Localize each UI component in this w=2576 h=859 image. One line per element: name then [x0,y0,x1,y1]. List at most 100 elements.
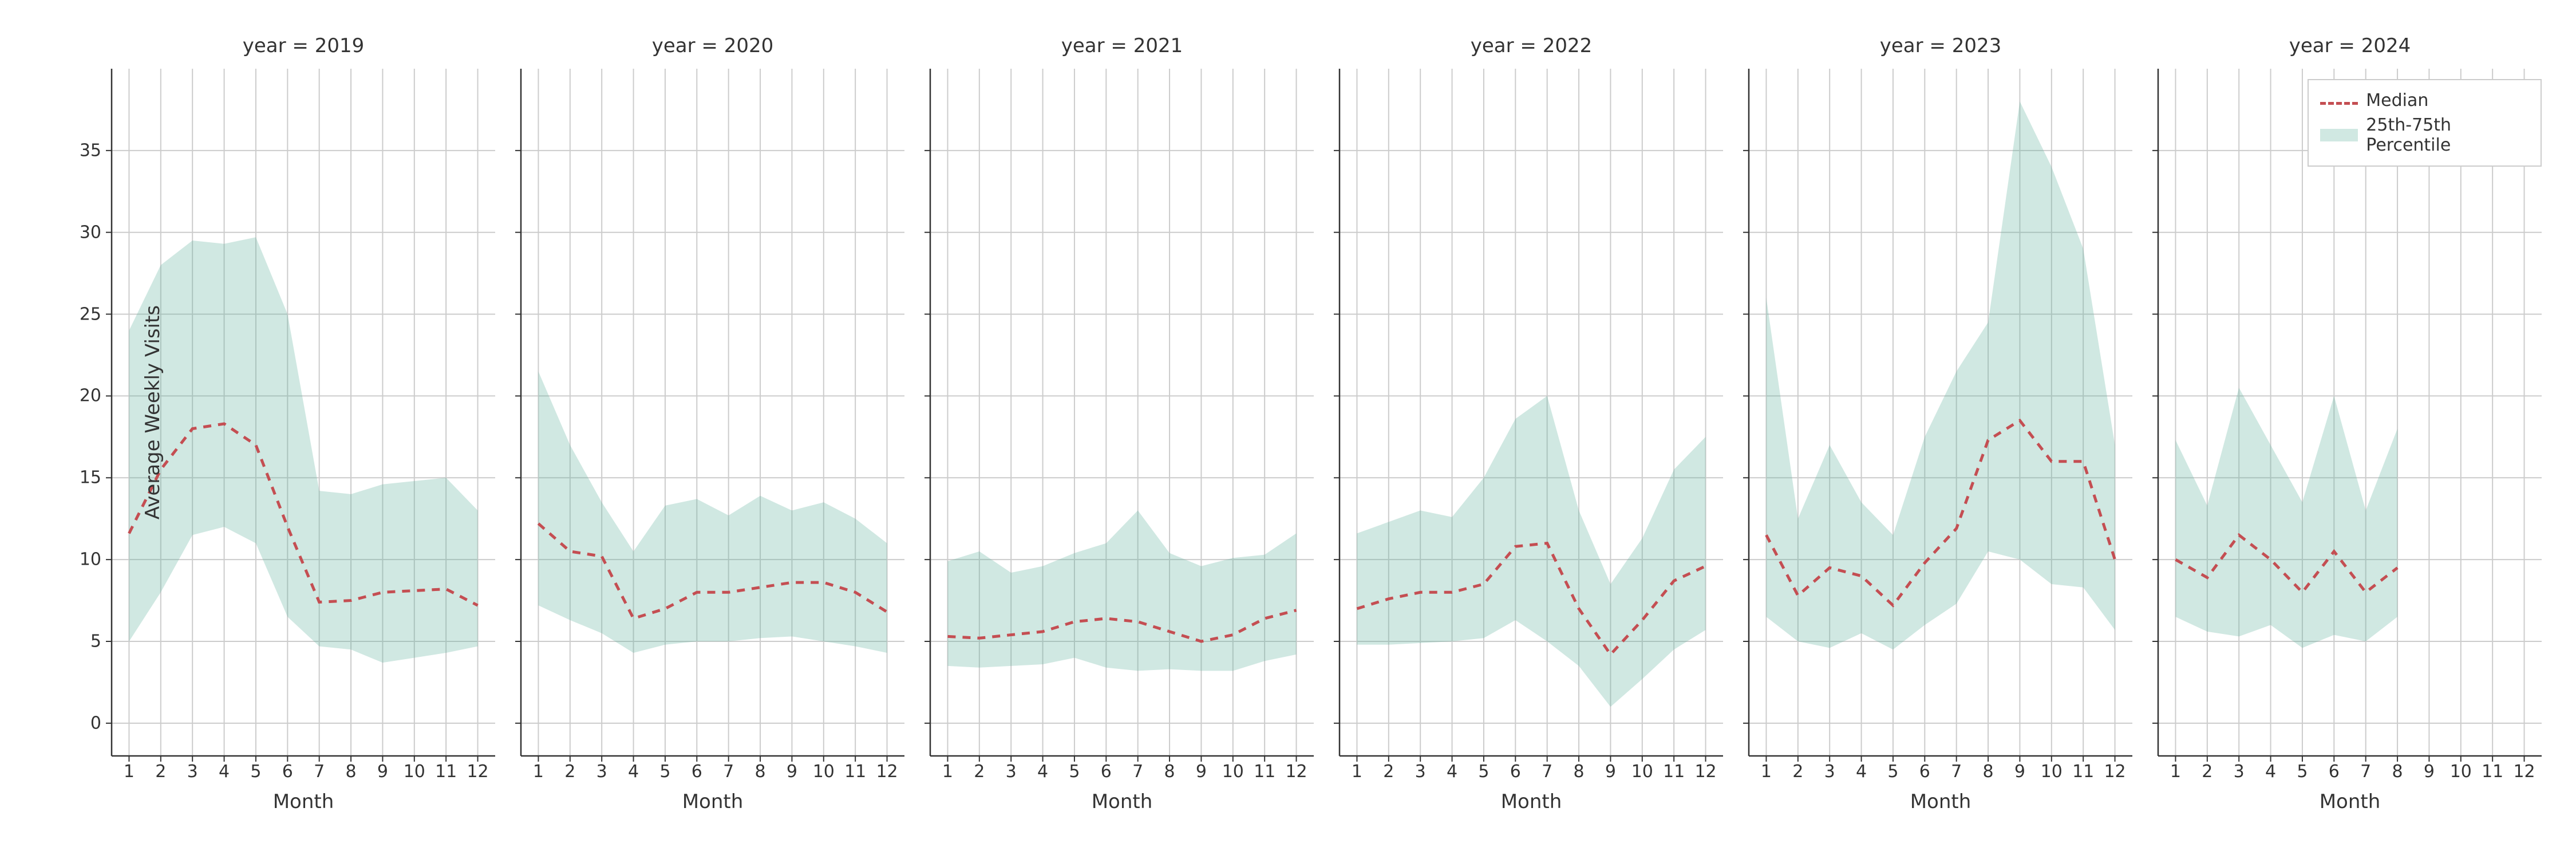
xtick-label: 8 [755,762,766,782]
xtick-label: 10 [1222,762,1244,782]
xtick-label: 2 [1383,762,1394,782]
xtick-label: 4 [1447,762,1457,782]
xtick-label: 10 [2450,762,2472,782]
panel-5: year = 2024123456789101112MonthMedian25t… [2158,69,2542,756]
xtick-label: 10 [1631,762,1653,782]
xtick-label: 6 [282,762,293,782]
plot-area [112,69,495,756]
xtick-label: 12 [2104,762,2125,782]
ytick-label: 5 [90,632,112,652]
xtick-label: 9 [2014,762,2025,782]
xtick-label: 12 [467,762,488,782]
xtick-label: 8 [346,762,357,782]
xtick-label: 10 [404,762,425,782]
xtick-label: 4 [1856,762,1867,782]
plot-area [1340,69,1723,756]
xtick-label: 7 [723,762,734,782]
legend-line-icon [2320,102,2358,105]
panel-0: year = 2019123456789101112Month051015202… [112,69,495,756]
xtick-label: 4 [2265,762,2276,782]
xtick-label: 8 [1164,762,1175,782]
xtick-label: 1 [1761,762,1772,782]
xlabel: Month [521,790,904,813]
ytick-label: 30 [80,222,112,242]
xtick-label: 1 [1352,762,1362,782]
ytick-label: 20 [80,386,112,406]
panel-title: year = 2024 [2158,34,2542,57]
xtick-label: 3 [596,762,607,782]
xlabel: Month [930,790,1314,813]
xtick-label: 12 [1285,762,1307,782]
panel-title: year = 2022 [1340,34,1723,57]
xtick-label: 6 [1510,762,1521,782]
legend-item: 25th-75th Percentile [2320,113,2529,157]
iqr-band [129,237,477,663]
xtick-label: 5 [659,762,670,782]
xtick-label: 5 [1069,762,1080,782]
ytick-label: 10 [80,550,112,570]
xlabel: Month [2158,790,2542,813]
xtick-label: 9 [1605,762,1616,782]
xtick-label: 11 [1663,762,1685,782]
ytick-label: 15 [80,468,112,488]
iqr-band [947,510,1296,671]
xtick-label: 5 [2297,762,2308,782]
ytick-label: 35 [80,140,112,160]
iqr-band [538,372,887,653]
xtick-label: 9 [377,762,388,782]
xtick-label: 11 [2072,762,2094,782]
xtick-label: 12 [2513,762,2535,782]
legend-area-icon [2320,129,2358,141]
ytick-label: 0 [90,713,112,733]
xtick-label: 2 [155,762,166,782]
xtick-label: 11 [1254,762,1275,782]
xtick-label: 6 [2329,762,2340,782]
xtick-label: 10 [2041,762,2063,782]
legend-label: Median [2366,90,2428,111]
iqr-band [1357,396,1705,707]
ytick-label: 25 [80,304,112,324]
xtick-label: 6 [1919,762,1930,782]
xtick-label: 9 [2424,762,2435,782]
xtick-label: 1 [942,762,953,782]
iqr-band [1766,101,2115,649]
xtick-label: 12 [876,762,898,782]
xlabel: Month [1340,790,1723,813]
xtick-label: 2 [2202,762,2212,782]
xlabel: Month [112,790,495,813]
xtick-label: 1 [2170,762,2181,782]
xtick-label: 3 [187,762,198,782]
panel-title: year = 2021 [930,34,1314,57]
xtick-label: 3 [1006,762,1017,782]
plot-area [930,69,1314,756]
xtick-label: 1 [533,762,544,782]
xtick-label: 9 [1196,762,1207,782]
xtick-label: 7 [314,762,325,782]
panel-1: year = 2020123456789101112Month [521,69,904,756]
xtick-label: 8 [2392,762,2403,782]
xlabel: Month [1749,790,2132,813]
xtick-label: 3 [1824,762,1835,782]
xtick-label: 4 [628,762,639,782]
xtick-label: 2 [1792,762,1803,782]
xtick-label: 4 [1037,762,1048,782]
xtick-label: 6 [1101,762,1112,782]
xtick-label: 8 [1574,762,1585,782]
xtick-label: 5 [250,762,261,782]
xtick-label: 1 [124,762,135,782]
xtick-label: 7 [1951,762,1962,782]
legend-item: Median [2320,88,2529,113]
panel-title: year = 2020 [521,34,904,57]
iqr-band [2175,388,2397,648]
xtick-label: 12 [1694,762,1716,782]
xtick-label: 8 [1983,762,1994,782]
plot-area [2158,69,2542,756]
xtick-label: 2 [564,762,575,782]
legend-label: 25th-75th Percentile [2366,115,2529,155]
xtick-label: 2 [974,762,985,782]
xtick-label: 7 [2360,762,2371,782]
xtick-label: 9 [787,762,797,782]
figure: year = 2019123456789101112Month051015202… [0,0,2576,859]
xtick-label: 3 [2234,762,2245,782]
xtick-label: 11 [2482,762,2503,782]
